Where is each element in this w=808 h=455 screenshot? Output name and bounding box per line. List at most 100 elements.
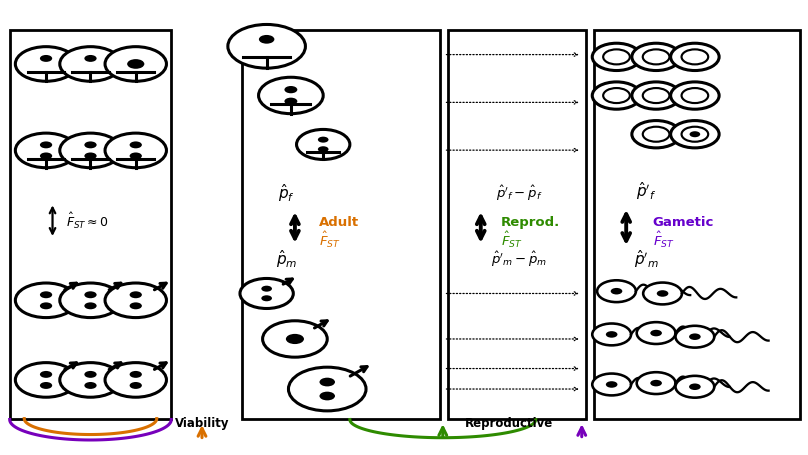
Circle shape bbox=[261, 286, 272, 292]
Text: Reprod.: Reprod. bbox=[501, 217, 560, 229]
Circle shape bbox=[671, 43, 719, 71]
Circle shape bbox=[84, 291, 97, 298]
Circle shape bbox=[129, 371, 142, 378]
Circle shape bbox=[319, 378, 335, 386]
Circle shape bbox=[592, 43, 641, 71]
Text: Viability: Viability bbox=[175, 417, 229, 430]
Text: $\hat{p}'_f$: $\hat{p}'_f$ bbox=[636, 180, 657, 202]
Circle shape bbox=[632, 121, 680, 148]
Circle shape bbox=[40, 152, 53, 159]
Text: $\hat{p}_m$: $\hat{p}_m$ bbox=[276, 248, 297, 270]
Circle shape bbox=[637, 322, 675, 344]
Circle shape bbox=[105, 133, 166, 168]
Circle shape bbox=[84, 371, 97, 378]
Circle shape bbox=[637, 372, 675, 394]
Circle shape bbox=[84, 382, 97, 389]
Circle shape bbox=[84, 303, 97, 309]
Bar bbox=[242, 30, 440, 419]
Circle shape bbox=[671, 82, 719, 109]
Circle shape bbox=[129, 142, 142, 148]
Circle shape bbox=[643, 127, 669, 142]
Circle shape bbox=[675, 376, 714, 398]
Circle shape bbox=[129, 303, 142, 309]
Circle shape bbox=[105, 47, 166, 81]
Circle shape bbox=[60, 133, 121, 168]
Circle shape bbox=[129, 291, 142, 298]
Circle shape bbox=[675, 326, 714, 348]
Circle shape bbox=[105, 283, 166, 318]
Circle shape bbox=[689, 384, 701, 390]
Text: $\hat{p}'_m$: $\hat{p}'_m$ bbox=[633, 248, 659, 270]
Circle shape bbox=[592, 374, 631, 395]
Circle shape bbox=[318, 136, 329, 143]
Bar bbox=[594, 30, 800, 419]
Circle shape bbox=[84, 142, 97, 148]
Text: $\hat{p}_f$: $\hat{p}_f$ bbox=[279, 182, 295, 204]
Circle shape bbox=[284, 98, 297, 105]
Circle shape bbox=[592, 82, 641, 109]
Circle shape bbox=[40, 142, 53, 148]
Text: $\hat{F}_{ST} \approx 0$: $\hat{F}_{ST} \approx 0$ bbox=[66, 211, 109, 231]
Circle shape bbox=[15, 283, 77, 318]
Circle shape bbox=[15, 47, 77, 81]
Circle shape bbox=[84, 152, 97, 159]
Circle shape bbox=[40, 291, 53, 298]
Circle shape bbox=[127, 59, 145, 69]
Text: $\hat{F}_{ST}$: $\hat{F}_{ST}$ bbox=[501, 230, 523, 250]
Circle shape bbox=[657, 290, 668, 297]
Circle shape bbox=[632, 82, 680, 109]
Circle shape bbox=[40, 55, 53, 62]
Circle shape bbox=[40, 371, 53, 378]
Circle shape bbox=[650, 330, 662, 336]
Circle shape bbox=[259, 77, 323, 114]
Circle shape bbox=[129, 152, 142, 159]
Circle shape bbox=[240, 278, 293, 308]
Text: Gametic: Gametic bbox=[653, 217, 714, 229]
Circle shape bbox=[611, 288, 622, 294]
Circle shape bbox=[643, 50, 669, 64]
Circle shape bbox=[60, 363, 121, 397]
Circle shape bbox=[60, 283, 121, 318]
Text: $\hat{p}'_m - \hat{p}_m$: $\hat{p}'_m - \hat{p}_m$ bbox=[490, 250, 547, 269]
Circle shape bbox=[603, 50, 630, 64]
Circle shape bbox=[60, 47, 121, 81]
Text: Adult: Adult bbox=[319, 217, 360, 229]
Circle shape bbox=[632, 43, 680, 71]
Circle shape bbox=[261, 295, 272, 301]
Circle shape bbox=[129, 382, 142, 389]
Circle shape bbox=[286, 334, 304, 344]
Circle shape bbox=[682, 50, 708, 64]
Circle shape bbox=[643, 88, 669, 103]
Bar bbox=[448, 30, 586, 419]
Text: $\hat{F}_{ST}$: $\hat{F}_{ST}$ bbox=[319, 230, 341, 250]
Circle shape bbox=[606, 331, 617, 338]
Circle shape bbox=[105, 363, 166, 397]
Circle shape bbox=[689, 334, 701, 340]
Circle shape bbox=[228, 25, 305, 68]
Circle shape bbox=[259, 35, 275, 44]
Circle shape bbox=[671, 121, 719, 148]
Circle shape bbox=[297, 129, 350, 159]
Circle shape bbox=[592, 324, 631, 345]
Circle shape bbox=[263, 321, 327, 357]
Circle shape bbox=[15, 133, 77, 168]
Circle shape bbox=[40, 303, 53, 309]
Circle shape bbox=[597, 280, 636, 302]
Circle shape bbox=[40, 382, 53, 389]
Circle shape bbox=[84, 55, 97, 62]
Text: Reproductive: Reproductive bbox=[465, 417, 553, 430]
Circle shape bbox=[288, 367, 366, 411]
Bar bbox=[10, 30, 171, 419]
Circle shape bbox=[15, 363, 77, 397]
Circle shape bbox=[606, 381, 617, 388]
Circle shape bbox=[643, 283, 682, 304]
Text: $\hat{p}'_f - \hat{p}_f$: $\hat{p}'_f - \hat{p}_f$ bbox=[495, 184, 542, 203]
Circle shape bbox=[689, 131, 701, 137]
Circle shape bbox=[650, 380, 662, 386]
Circle shape bbox=[284, 86, 297, 93]
Circle shape bbox=[603, 88, 630, 103]
Circle shape bbox=[318, 146, 329, 152]
Text: $\hat{F}_{ST}$: $\hat{F}_{ST}$ bbox=[653, 230, 675, 250]
Circle shape bbox=[682, 88, 708, 103]
Circle shape bbox=[319, 392, 335, 400]
